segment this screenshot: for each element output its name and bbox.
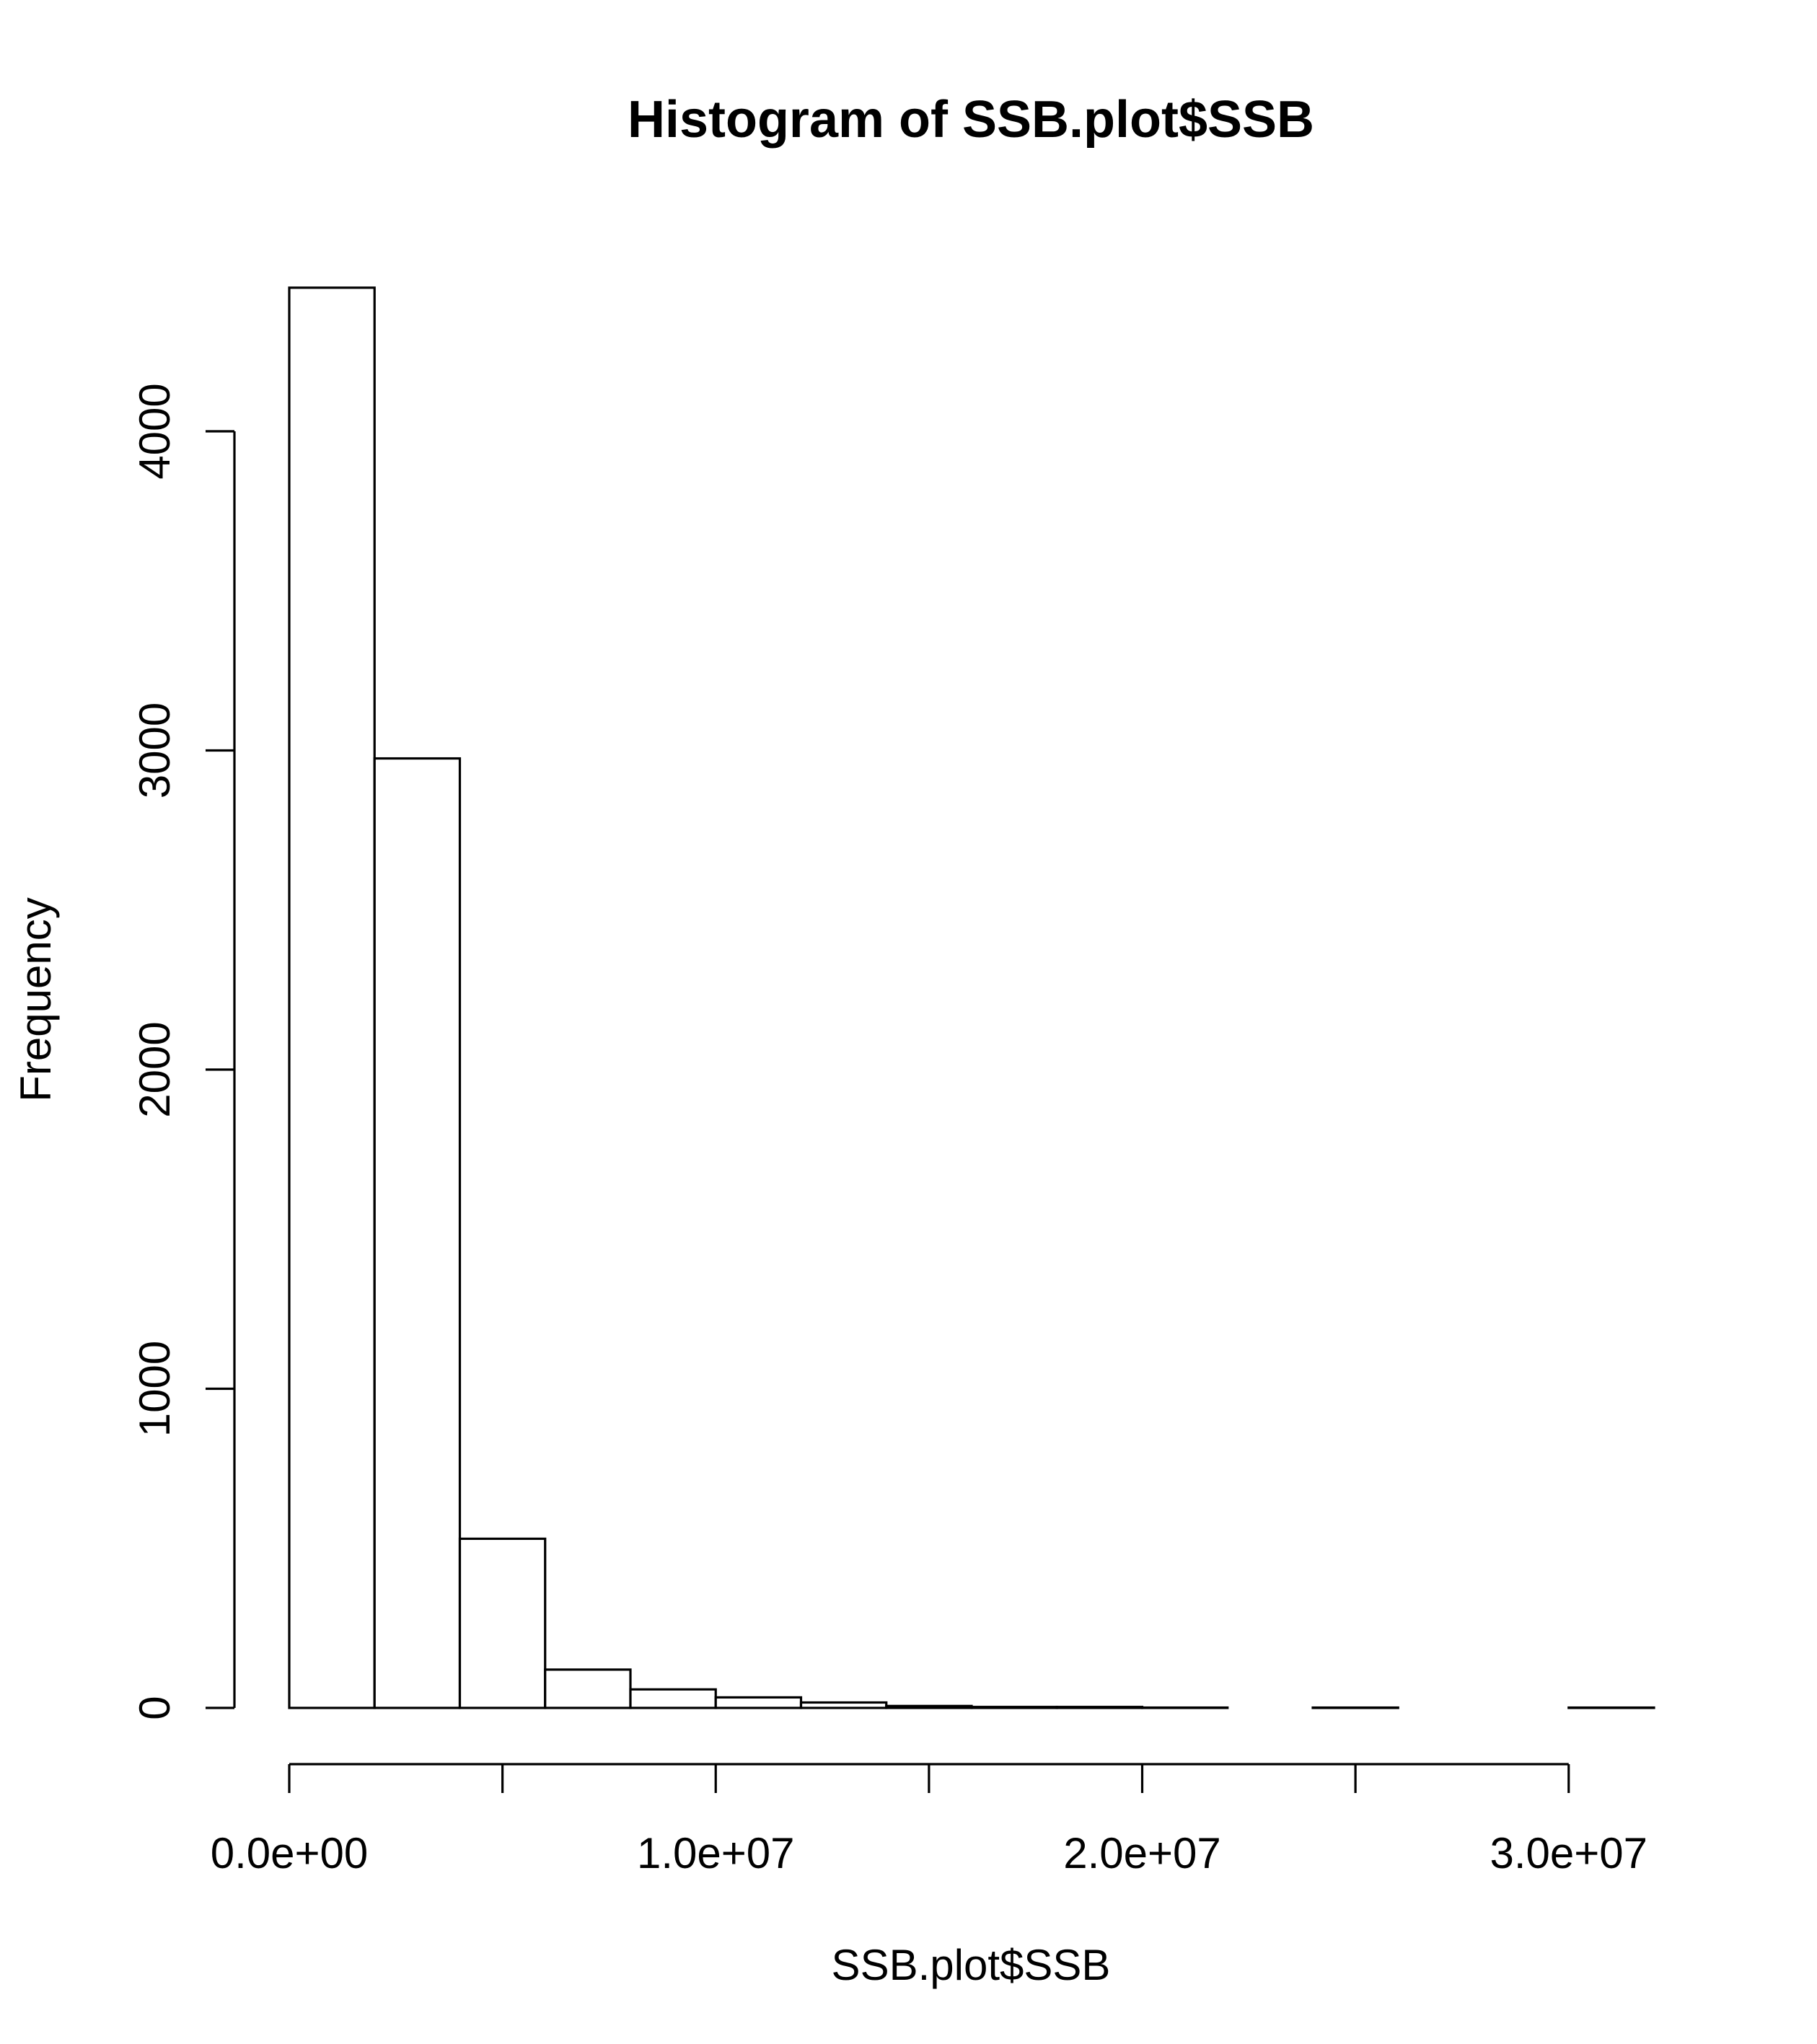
- y-tick-label-0: 0: [131, 1696, 179, 1719]
- histogram-bar-7: [885, 1704, 973, 1709]
- histogram-bar-2: [458, 1537, 547, 1709]
- x-axis: 0.0e+00 1.0e+07 2.0e+07 3.0e+07: [211, 1763, 1647, 1877]
- histogram-bar-4: [629, 1688, 717, 1709]
- x-tick-label-10000000: 1.0e+07: [637, 1829, 795, 1877]
- histogram-bar-5: [714, 1696, 803, 1709]
- histogram-bar-6: [799, 1701, 888, 1709]
- x-tick-label-20000000: 2.0e+07: [1063, 1829, 1221, 1877]
- histogram-bar-8: [970, 1706, 1058, 1709]
- histogram-bars: [288, 286, 1655, 1709]
- histogram-bar-1: [373, 757, 462, 1709]
- y-tick-label-1000: 1000: [131, 1341, 179, 1437]
- x-axis-label: SSB.plot$SSB: [832, 1941, 1111, 1989]
- y-axis-label: Frequency: [12, 897, 60, 1101]
- y-axis: 0 1000 2000 3000 4000: [131, 383, 236, 1720]
- y-tick-label-2000: 2000: [131, 1021, 179, 1117]
- histogram-bar-9: [1055, 1706, 1144, 1709]
- x-tick-label-0: 0.0e+00: [211, 1829, 369, 1877]
- y-tick-label-3000: 3000: [131, 702, 179, 798]
- x-tick-label-30000000: 3.0e+07: [1490, 1829, 1647, 1877]
- histogram-bar-0: [288, 286, 376, 1709]
- y-tick-label-4000: 4000: [131, 383, 179, 479]
- histogram-bar-3: [544, 1668, 632, 1709]
- chart-title: Histogram of SSB.plot$SSB: [628, 91, 1314, 149]
